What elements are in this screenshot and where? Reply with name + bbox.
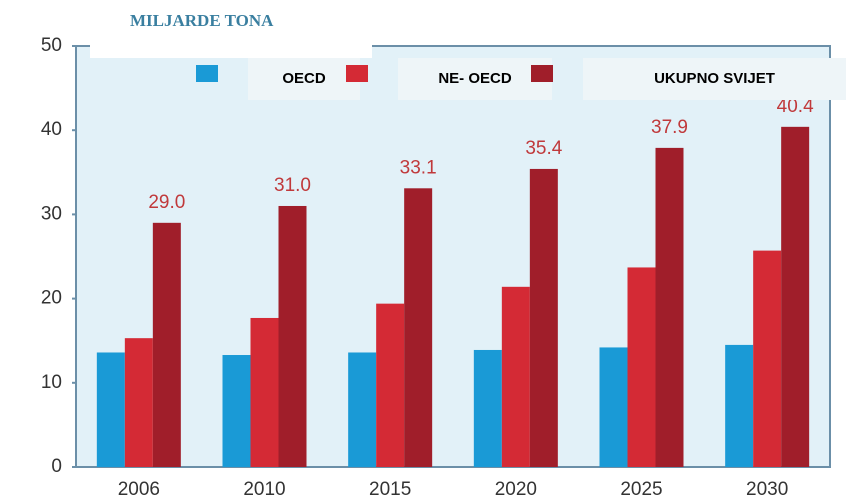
bar (376, 303, 405, 467)
y-tick-label: 0 (51, 456, 62, 477)
bar (725, 344, 754, 467)
bar (250, 317, 279, 467)
bar (404, 188, 433, 467)
bar (473, 349, 502, 467)
legend-label: UKUPNO SVIJET (654, 70, 775, 87)
bar (529, 168, 558, 467)
bar (278, 205, 307, 468)
bar (152, 222, 181, 467)
bar (222, 355, 251, 467)
chart-title: MILJARDE TONA (130, 11, 274, 30)
value-label: 35.4 (525, 138, 562, 159)
x-tick-label: 2015 (369, 479, 411, 500)
x-tick-label: 2025 (620, 479, 662, 500)
title-box (90, 0, 372, 58)
value-label: 33.1 (400, 157, 437, 178)
value-label: 37.9 (651, 117, 688, 138)
value-label: 40.4 (777, 96, 814, 117)
bar (627, 267, 656, 467)
bar (599, 347, 628, 467)
legend-box (583, 58, 846, 100)
bar (781, 126, 810, 467)
legend-swatch (531, 65, 553, 82)
y-tick-label: 10 (41, 372, 62, 393)
bar (655, 147, 684, 467)
x-tick-label: 2006 (118, 479, 160, 500)
bar (124, 338, 153, 467)
value-label: 29.0 (148, 192, 185, 213)
y-tick-label: 30 (41, 203, 62, 224)
y-tick-label: 50 (41, 35, 62, 56)
bar (348, 352, 377, 467)
x-tick-label: 2010 (243, 479, 285, 500)
x-tick-label: 2030 (746, 479, 788, 500)
legend-swatch (346, 65, 368, 82)
plot-area (75, 45, 831, 468)
bar (501, 286, 530, 467)
y-tick-label: 20 (41, 288, 62, 309)
x-tick-label: 2020 (495, 479, 537, 500)
bar (96, 352, 125, 467)
value-label: 31.0 (274, 175, 311, 196)
bar (753, 250, 782, 467)
legend-swatch (196, 65, 218, 82)
legend-box (398, 58, 552, 100)
y-tick-label: 40 (41, 119, 62, 140)
legend-label: OECD (282, 70, 326, 87)
legend-label: NE- OECD (438, 70, 512, 87)
legend-box (248, 58, 360, 100)
